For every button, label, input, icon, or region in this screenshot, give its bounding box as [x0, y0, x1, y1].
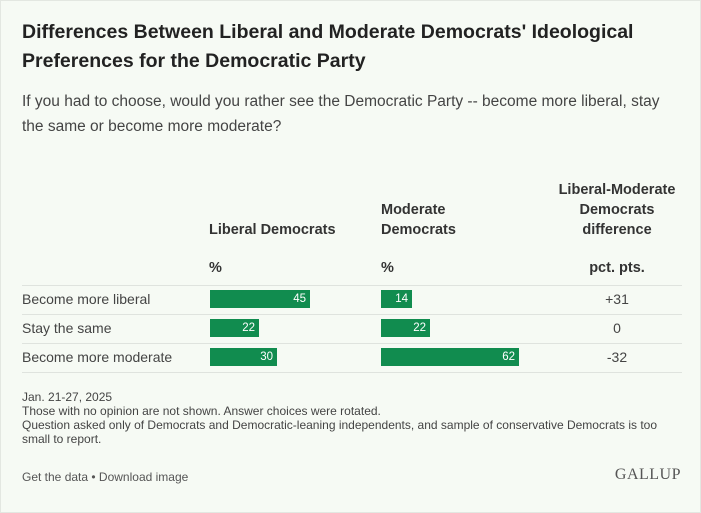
note-line-2: Question asked only of Democrats and Dem… — [22, 418, 657, 446]
chart-subtitle: If you had to choose, would you rather s… — [22, 93, 660, 135]
liberal-bar: 45 — [210, 290, 310, 308]
get-data-link[interactable]: Get the data — [22, 470, 89, 484]
difference-value: +31 — [605, 291, 629, 307]
liberal-column-title: Liberal Democrats — [209, 222, 336, 238]
row-label: Become more liberal — [22, 291, 151, 307]
moderate-column-title-line2: Democrats — [381, 222, 456, 238]
row-divider — [22, 343, 682, 344]
note-line-1: Those with no opinion are not shown. Ans… — [22, 404, 381, 418]
difference-column-title-line1: Liberal-Moderate — [558, 182, 676, 198]
row-label: Stay the same — [22, 320, 112, 336]
difference-value: -32 — [606, 349, 628, 365]
bar-value-label: 22 — [413, 322, 426, 334]
bar-value-label: 14 — [395, 293, 408, 305]
bar-value-label: 62 — [502, 351, 515, 363]
row-label: Become more moderate — [22, 349, 173, 365]
liberal-column-unit: % — [209, 260, 222, 276]
bar-value-label: 45 — [293, 293, 306, 305]
row-divider — [22, 285, 682, 286]
survey-date: Jan. 21-27, 2025 — [22, 390, 113, 404]
bar-value-label: 30 — [260, 351, 273, 363]
footer-separator: • — [88, 470, 99, 484]
moderate-bar: 22 — [381, 319, 430, 337]
moderate-column-title-line1: Moderate — [381, 202, 446, 218]
row-divider — [22, 372, 682, 373]
chart-title: Differences Between Liberal and Moderate… — [22, 21, 634, 72]
chart-footer: Get the data • Download image — [22, 470, 188, 484]
liberal-bar: 22 — [210, 319, 259, 337]
moderate-column-unit: % — [381, 260, 394, 276]
bar-value-label: 22 — [242, 322, 255, 334]
difference-value: 0 — [613, 320, 621, 336]
moderate-bar: 62 — [381, 348, 519, 366]
difference-column-title-line3: difference — [582, 222, 652, 238]
chart-notes: Jan. 21-27, 2025 Those with no opinion a… — [22, 390, 682, 446]
difference-column-title-line2: Democrats — [579, 202, 655, 218]
download-image-link[interactable]: Download image — [98, 470, 189, 484]
liberal-bar: 30 — [210, 348, 277, 366]
difference-column-unit: pct. pts. — [589, 260, 645, 276]
gallup-logo: GALLUP — [614, 466, 681, 483]
row-divider — [22, 314, 682, 315]
moderate-bar: 14 — [381, 290, 412, 308]
